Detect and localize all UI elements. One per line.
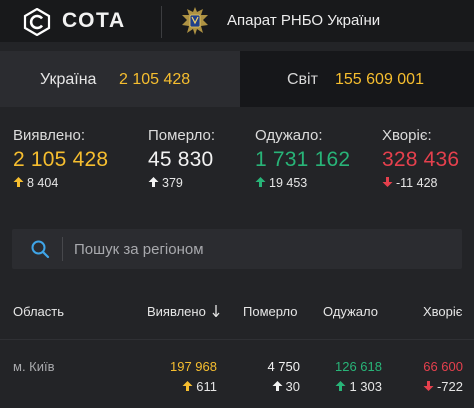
row-sick-delta: -722: [423, 379, 463, 394]
stat-recovered-label: Одужало:: [255, 127, 323, 144]
arrow-up-icon: [182, 381, 193, 391]
row-died: 4 750: [267, 359, 300, 374]
column-region[interactable]: Область: [13, 304, 65, 319]
stat-died-delta-value: 379: [162, 176, 183, 190]
tab-world[interactable]: Світ 155 609 001: [240, 51, 474, 107]
column-recovered[interactable]: Одужало: [323, 304, 378, 319]
tab-ukraine[interactable]: Україна 2 105 428: [0, 51, 240, 107]
arrow-up-icon: [13, 177, 24, 187]
arrow-up-icon: [272, 381, 283, 391]
row-sick-delta-value: -722: [436, 379, 463, 394]
arrow-up-icon: [148, 177, 159, 187]
tab-ukraine-value: 2 105 428: [119, 71, 191, 88]
table-divider: [0, 339, 474, 340]
row-died-delta: 30: [272, 379, 300, 394]
region-tabs: Україна 2 105 428 Світ 155 609 001: [0, 51, 474, 107]
search-icon[interactable]: [30, 239, 50, 259]
row-died-delta-value: 30: [285, 379, 300, 394]
stat-recovered-value: 1 731 162: [255, 148, 351, 171]
stat-sick-value: 328 436: [382, 148, 460, 171]
row-region: м. Київ: [13, 359, 55, 374]
logo-text[interactable]: СОТА: [62, 9, 126, 32]
column-died[interactable]: Померло: [243, 304, 298, 319]
arrow-up-icon: [255, 177, 266, 187]
arrow-down-icon: [423, 381, 434, 391]
row-recovered-delta-value: 1 303: [349, 379, 382, 394]
stat-detected-delta-value: 8 404: [27, 176, 59, 190]
search-divider: [62, 237, 63, 261]
stat-detected-label: Виявлено:: [13, 127, 86, 144]
tab-world-value: 155 609 001: [335, 71, 424, 88]
stat-detected-value: 2 105 428: [13, 148, 109, 171]
stat-recovered-delta-value: 19 453: [269, 176, 308, 190]
stat-sick-delta: -11 428: [382, 176, 437, 190]
row-recovered-delta: 1 303: [335, 379, 382, 394]
search-box[interactable]: [12, 229, 462, 269]
cota-logo-icon[interactable]: [23, 8, 51, 36]
app-header: СОТА Апарат РНБО України: [0, 0, 474, 42]
arrow-down-icon: [212, 305, 220, 318]
column-sick[interactable]: Хворіє: [423, 304, 463, 319]
stat-died-label: Померло:: [148, 127, 216, 144]
stat-detected-delta: 8 404: [13, 176, 58, 190]
row-sick: 66 600: [423, 359, 463, 374]
org-name: Апарат РНБО України: [227, 12, 381, 29]
arrow-up-icon: [335, 381, 346, 391]
column-detected[interactable]: Виявлено: [147, 304, 220, 320]
search-input[interactable]: [74, 229, 454, 269]
row-detected-delta: 611: [182, 379, 217, 394]
column-detected-label: Виявлено: [147, 304, 206, 319]
arrow-down-icon: [382, 177, 393, 187]
stat-recovered-delta: 19 453: [255, 176, 307, 190]
tab-ukraine-label: Україна: [40, 71, 97, 88]
stat-sick-label: Хворіє:: [382, 127, 432, 144]
row-detected-delta-value: 611: [196, 379, 217, 394]
rnbo-emblem-icon: [182, 7, 208, 35]
row-recovered: 126 618: [335, 359, 382, 374]
header-divider: [161, 6, 162, 38]
row-detected: 197 968: [170, 359, 217, 374]
stat-died-value: 45 830: [148, 148, 214, 171]
tab-world-label: Світ: [287, 71, 318, 88]
stat-died-delta: 379: [148, 176, 183, 190]
stat-sick-delta-value: -11 428: [396, 176, 438, 190]
